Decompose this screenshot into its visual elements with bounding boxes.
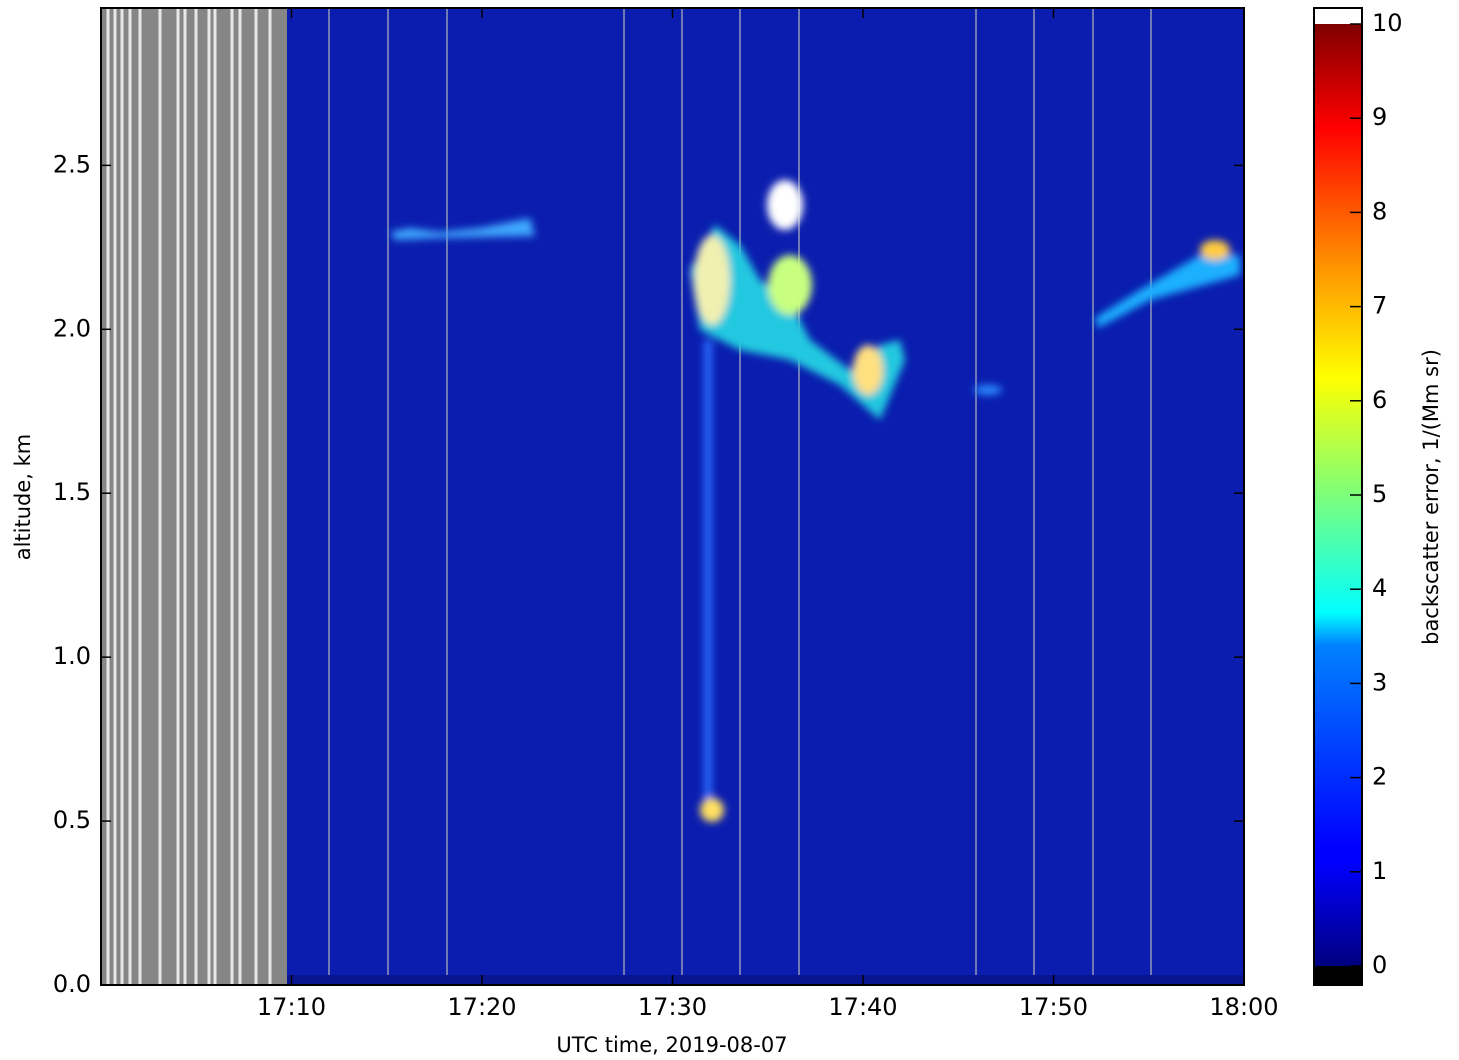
x-tick-label: 17:30 xyxy=(638,993,707,1021)
colorbar-extend-low xyxy=(1314,966,1362,985)
y-tick-label: 2.0 xyxy=(53,314,91,342)
x-tick-label: 17:10 xyxy=(257,993,326,1021)
colorbar-label: backscatter error, 1/(Mm sr) xyxy=(1419,349,1443,645)
colorbar-tick-label: 1 xyxy=(1372,857,1387,885)
colorbar-tick-label: 7 xyxy=(1372,292,1387,320)
colorbar-tick-label: 4 xyxy=(1372,574,1387,602)
x-tick-label: 17:20 xyxy=(447,993,516,1021)
y-tick-label: 0.5 xyxy=(53,806,91,834)
heatmap-image xyxy=(101,8,1244,985)
x-tick-label: 17:50 xyxy=(1019,993,1088,1021)
colorbar-tick-label: 8 xyxy=(1372,197,1387,225)
colorbar-frame xyxy=(1313,7,1363,986)
x-tick-label: 17:40 xyxy=(828,993,897,1021)
colorbar-tick-label: 6 xyxy=(1372,386,1387,414)
colorbar-tick-label: 5 xyxy=(1372,480,1387,508)
colorbar-tick-label: 3 xyxy=(1372,668,1387,696)
colorbar-tick-label: 9 xyxy=(1372,103,1387,131)
x-tick-label: 18:00 xyxy=(1209,993,1278,1021)
colorbar-tick-label: 2 xyxy=(1372,763,1387,791)
y-tick-label: 0.0 xyxy=(53,970,91,998)
y-axis-label: altitude, km xyxy=(11,434,35,561)
colorbar-tick-label: 10 xyxy=(1372,9,1403,37)
y-tick-label: 2.5 xyxy=(53,150,91,178)
y-tick-label: 1.0 xyxy=(53,642,91,670)
colorbar-tick-label: 0 xyxy=(1372,951,1387,979)
y-tick-label: 1.5 xyxy=(53,478,91,506)
colorbar-extend-high xyxy=(1314,8,1362,28)
x-axis-label: UTC time, 2019-08-07 xyxy=(556,1033,787,1057)
